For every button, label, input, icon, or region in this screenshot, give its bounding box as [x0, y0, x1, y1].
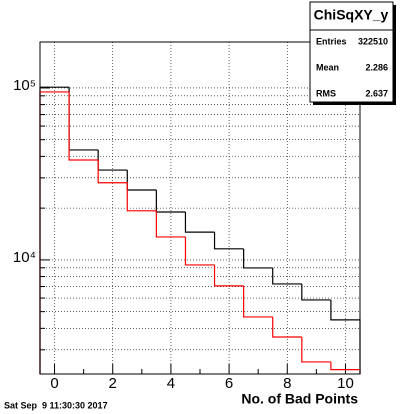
histogram-bar — [272, 267, 302, 285]
x-tick-label: 10 — [337, 375, 354, 392]
timestamp: Sat Sep 9 11:30:30 2017 — [4, 400, 108, 410]
histogram-bar — [97, 160, 128, 184]
histogram-bar — [184, 236, 215, 266]
stats-label: Entries — [316, 36, 347, 46]
histogram-bar — [301, 337, 331, 363]
stats-rows: Entries 322510 Mean 2.286 RMS 2.637 — [316, 36, 388, 98]
histogram-bar — [243, 285, 273, 318]
histogram-bar — [126, 182, 157, 212]
plot-area: 10⁴ 10⁵ 0 2 4 6 8 10 — [13, 42, 361, 392]
x-tick-label: 8 — [283, 375, 291, 392]
stats-panel — [309, 1, 394, 103]
stats-value: 2.286 — [365, 62, 388, 72]
histogram-bar — [213, 232, 244, 250]
histogram-bar — [184, 211, 215, 233]
histogram-bar — [301, 283, 331, 301]
stats-label: Mean — [316, 62, 339, 72]
histogram-bar — [243, 248, 273, 269]
histogram-bar — [155, 210, 186, 238]
histogram-bar — [272, 316, 302, 338]
y-tick-label: 10⁴ — [13, 249, 36, 266]
y-tick-label: 10⁵ — [13, 77, 36, 94]
x-tick-label: 4 — [167, 375, 175, 392]
x-tick-label: 6 — [225, 375, 233, 392]
x-axis-label: No. of Bad Points — [241, 391, 358, 407]
stats-value: 322510 — [358, 36, 388, 46]
stats-value: 2.637 — [365, 88, 388, 98]
x-tick-label: 2 — [109, 375, 117, 392]
stats-title: ChiSqXY_y — [314, 7, 389, 23]
histogram-bar — [68, 91, 99, 161]
x-tick-label: 0 — [50, 375, 58, 392]
histogram-bar — [213, 264, 244, 287]
frame — [39, 41, 361, 375]
stats-box: ChiSqXY_y Entries 322510 Mean 2.286 RMS 2.637 — [309, 1, 396, 105]
stats-label: RMS — [316, 88, 336, 98]
